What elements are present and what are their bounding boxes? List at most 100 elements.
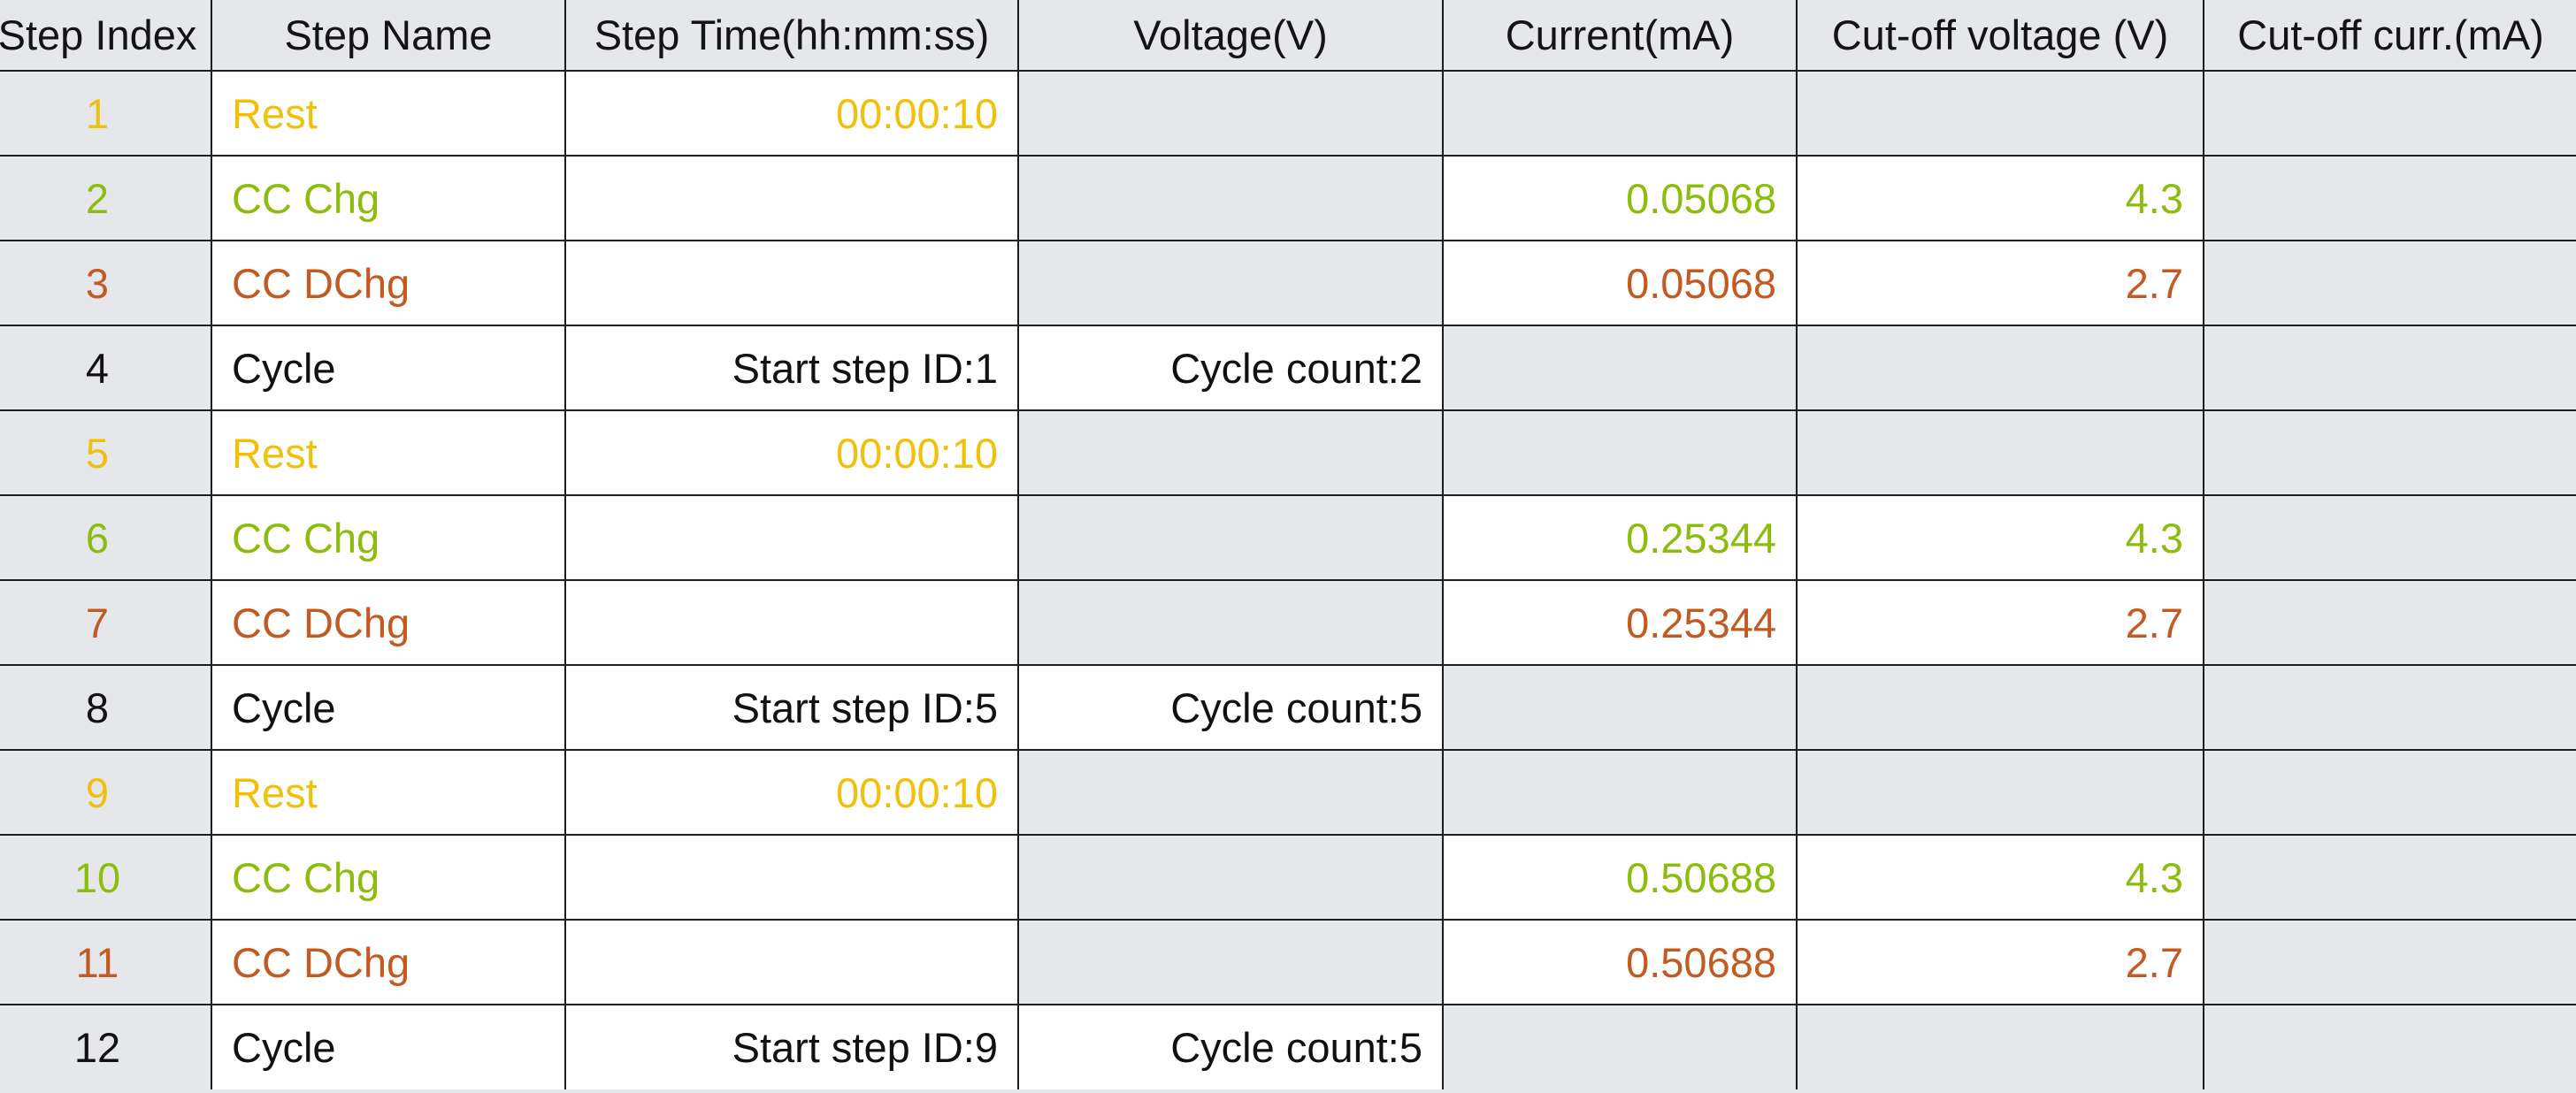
step-index-cell[interactable]: 6 [0,494,212,581]
step-name-cell[interactable]: CC DChg [211,240,566,326]
voltage-cell[interactable] [1017,834,1444,921]
header-voltage[interactable]: Voltage(V) [1017,0,1444,72]
step-time-cell[interactable]: 00:00:10 [564,749,1019,836]
header-step-name[interactable]: Step Name [211,0,566,72]
voltage-cell[interactable]: Cycle count:5 [1017,664,1444,751]
cutoff-voltage-cell[interactable]: 4.3 [1796,155,2204,241]
step-index-cell[interactable]: 12 [0,1004,212,1089]
step-time-cell[interactable]: Start step ID:5 [564,664,1019,751]
cutoff-voltage-cell[interactable] [1796,70,2204,157]
current-cell[interactable]: 0.05068 [1442,240,1798,326]
table-row[interactable]: 11 CC DChg 0.50688 2.7 [0,919,2576,1005]
voltage-cell[interactable] [1017,494,1444,581]
voltage-cell[interactable]: Cycle count:5 [1017,1004,1444,1089]
step-index-cell[interactable]: 5 [0,409,212,496]
header-cutoff-current[interactable]: Cut-off curr.(mA) [2203,0,2576,72]
table-row[interactable]: 8 Cycle Start step ID:5 Cycle count:5 [0,664,2576,751]
table-row[interactable]: 6 CC Chg 0.25344 4.3 [0,494,2576,581]
header-current[interactable]: Current(mA) [1442,0,1798,72]
step-index-cell[interactable]: 1 [0,70,212,157]
current-cell[interactable] [1442,1004,1798,1089]
table-row[interactable]: 9 Rest 00:00:10 [0,749,2576,836]
voltage-cell[interactable] [1017,70,1444,157]
header-cutoff-voltage[interactable]: Cut-off voltage (V) [1796,0,2204,72]
cutoff-current-cell[interactable] [2203,664,2576,751]
cutoff-current-cell[interactable] [2203,919,2576,1005]
cutoff-voltage-cell[interactable] [1796,409,2204,496]
step-time-cell[interactable] [564,494,1019,581]
current-cell[interactable] [1442,325,1798,411]
table-row[interactable]: 2 CC Chg 0.05068 4.3 [0,155,2576,241]
current-cell[interactable]: 0.05068 [1442,155,1798,241]
cutoff-voltage-cell[interactable] [1796,1004,2204,1089]
voltage-cell[interactable] [1017,409,1444,496]
cutoff-current-cell[interactable] [2203,325,2576,411]
step-name-cell[interactable]: CC DChg [211,919,566,1005]
step-index-cell[interactable]: 10 [0,834,212,921]
cutoff-current-cell[interactable] [2203,70,2576,157]
current-cell[interactable] [1442,409,1798,496]
step-index-cell[interactable]: 4 [0,325,212,411]
voltage-cell[interactable] [1017,919,1444,1005]
step-name-cell[interactable]: Cycle [211,664,566,751]
cutoff-current-cell[interactable] [2203,834,2576,921]
header-step-index[interactable]: Step Index [0,0,212,72]
cutoff-current-cell[interactable] [2203,1004,2576,1089]
step-name-cell[interactable]: Cycle [211,325,566,411]
step-index-cell[interactable]: 11 [0,919,212,1005]
step-index-cell[interactable]: 7 [0,579,212,666]
cutoff-voltage-cell[interactable]: 2.7 [1796,579,2204,666]
cutoff-voltage-cell[interactable] [1796,749,2204,836]
cutoff-current-cell[interactable] [2203,155,2576,241]
step-time-cell[interactable] [564,240,1019,326]
step-index-cell[interactable]: 9 [0,749,212,836]
step-time-cell[interactable] [564,155,1019,241]
step-time-cell[interactable] [564,579,1019,666]
cutoff-voltage-cell[interactable] [1796,664,2204,751]
cutoff-current-cell[interactable] [2203,240,2576,326]
voltage-cell[interactable] [1017,749,1444,836]
step-time-cell[interactable]: 00:00:10 [564,409,1019,496]
cutoff-voltage-cell[interactable]: 2.7 [1796,919,2204,1005]
step-name-cell[interactable]: CC DChg [211,579,566,666]
table-row[interactable]: 1 Rest 00:00:10 [0,70,2576,157]
step-index-cell[interactable]: 2 [0,155,212,241]
step-name-cell[interactable]: Rest [211,70,566,157]
step-name-cell[interactable]: CC Chg [211,155,566,241]
cutoff-current-cell[interactable] [2203,579,2576,666]
cutoff-voltage-cell[interactable]: 4.3 [1796,494,2204,581]
table-row[interactable]: 12 Cycle Start step ID:9 Cycle count:5 [0,1004,2576,1089]
header-step-time[interactable]: Step Time(hh:mm:ss) [564,0,1019,72]
current-cell[interactable]: 0.50688 [1442,919,1798,1005]
table-row[interactable]: 3 CC DChg 0.05068 2.7 [0,240,2576,326]
current-cell[interactable]: 0.25344 [1442,579,1798,666]
step-index-cell[interactable]: 3 [0,240,212,326]
step-time-cell[interactable]: 00:00:10 [564,70,1019,157]
table-row[interactable]: 5 Rest 00:00:10 [0,409,2576,496]
step-name-cell[interactable]: Cycle [211,1004,566,1089]
step-name-cell[interactable]: CC Chg [211,494,566,581]
table-row[interactable]: 10 CC Chg 0.50688 4.3 [0,834,2576,921]
voltage-cell[interactable] [1017,155,1444,241]
table-row[interactable]: 7 CC DChg 0.25344 2.7 [0,579,2576,666]
current-cell[interactable]: 0.50688 [1442,834,1798,921]
step-index-cell[interactable]: 8 [0,664,212,751]
voltage-cell[interactable]: Cycle count:2 [1017,325,1444,411]
voltage-cell[interactable] [1017,579,1444,666]
step-time-cell[interactable] [564,919,1019,1005]
current-cell[interactable] [1442,70,1798,157]
step-time-cell[interactable]: Start step ID:1 [564,325,1019,411]
step-name-cell[interactable]: CC Chg [211,834,566,921]
cutoff-current-cell[interactable] [2203,494,2576,581]
step-name-cell[interactable]: Rest [211,409,566,496]
cutoff-current-cell[interactable] [2203,409,2576,496]
step-name-cell[interactable]: Rest [211,749,566,836]
cutoff-current-cell[interactable] [2203,749,2576,836]
step-time-cell[interactable]: Start step ID:9 [564,1004,1019,1089]
table-row[interactable]: 4 Cycle Start step ID:1 Cycle count:2 [0,325,2576,411]
step-time-cell[interactable] [564,834,1019,921]
current-cell[interactable] [1442,749,1798,836]
current-cell[interactable] [1442,664,1798,751]
cutoff-voltage-cell[interactable]: 4.3 [1796,834,2204,921]
current-cell[interactable]: 0.25344 [1442,494,1798,581]
